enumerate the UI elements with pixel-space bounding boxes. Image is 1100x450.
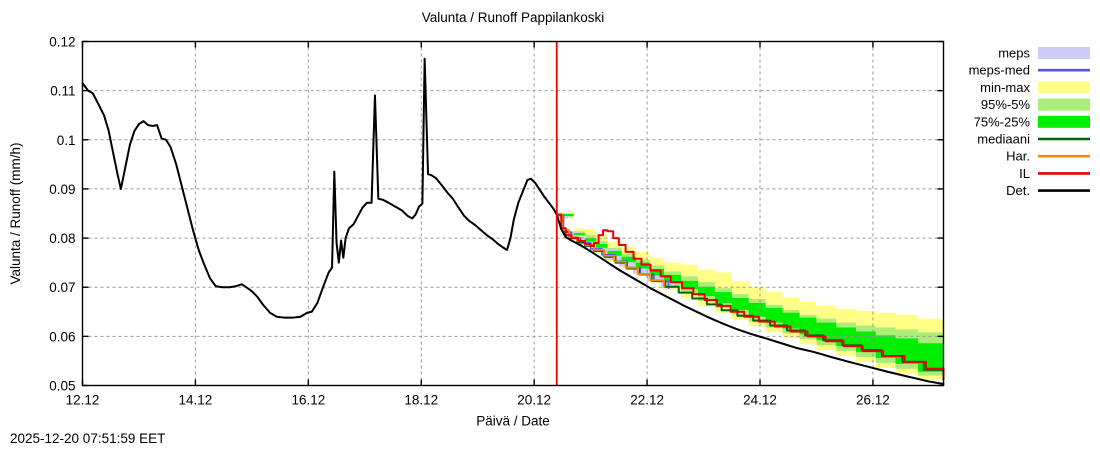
legend-label-har-: Har. — [1006, 149, 1030, 164]
x-tick-label: 24.12 — [743, 393, 777, 408]
x-tick-label: 16.12 — [291, 393, 325, 408]
legend-label-mediaani: mediaani — [977, 132, 1030, 147]
legend-label-95pct-5pct: 95%-5% — [981, 97, 1031, 112]
y-tick-label: 0.09 — [49, 182, 75, 197]
x-tick-label: 26.12 — [856, 393, 890, 408]
x-tick-label: 20.12 — [517, 393, 551, 408]
legend-label-75pct-25pct: 75%-25% — [974, 114, 1031, 129]
legend-label-meps-med: meps-med — [969, 63, 1030, 78]
x-tick-label: 22.12 — [630, 393, 664, 408]
legend-swatch-95pct-5pct — [1038, 98, 1090, 111]
band-75pct-25pct — [556, 213, 944, 383]
y-tick-label: 0.11 — [50, 84, 75, 99]
legend-swatch-75pct-25pct — [1038, 115, 1090, 128]
legend-label-meps: meps — [998, 46, 1030, 61]
x-tick-label: 12.12 — [66, 393, 100, 408]
x-tick-label: 14.12 — [179, 393, 213, 408]
series-line-det- — [81, 57, 945, 386]
plot-frame — [81, 40, 945, 387]
y-tick-label: 0.1 — [57, 133, 76, 148]
legend-label-min-max: min-max — [980, 80, 1030, 95]
legend-label-det-: Det. — [1006, 183, 1030, 198]
y-tick-label: 0.06 — [49, 329, 75, 344]
timestamp-label: 2025-12-20 07:51:59 EET — [10, 431, 165, 446]
x-tick-label: 18.12 — [404, 393, 438, 408]
y-tick-label: 0.07 — [49, 280, 75, 295]
legend-swatch-meps — [1038, 47, 1090, 59]
chart-title: Valunta / Runoff Pappilankoski — [422, 10, 605, 25]
y-tick-label: 0.08 — [49, 231, 75, 246]
y-axis-label: Valunta / Runoff (mm/h) — [8, 142, 23, 284]
legend-label-il: IL — [1019, 166, 1030, 181]
series-line-il — [555, 213, 945, 379]
legend-swatch-min-max — [1038, 81, 1090, 94]
y-tick-label: 0.12 — [49, 35, 75, 50]
x-axis-label: Päivä / Date — [476, 414, 550, 429]
y-tick-label: 0.05 — [49, 379, 75, 394]
